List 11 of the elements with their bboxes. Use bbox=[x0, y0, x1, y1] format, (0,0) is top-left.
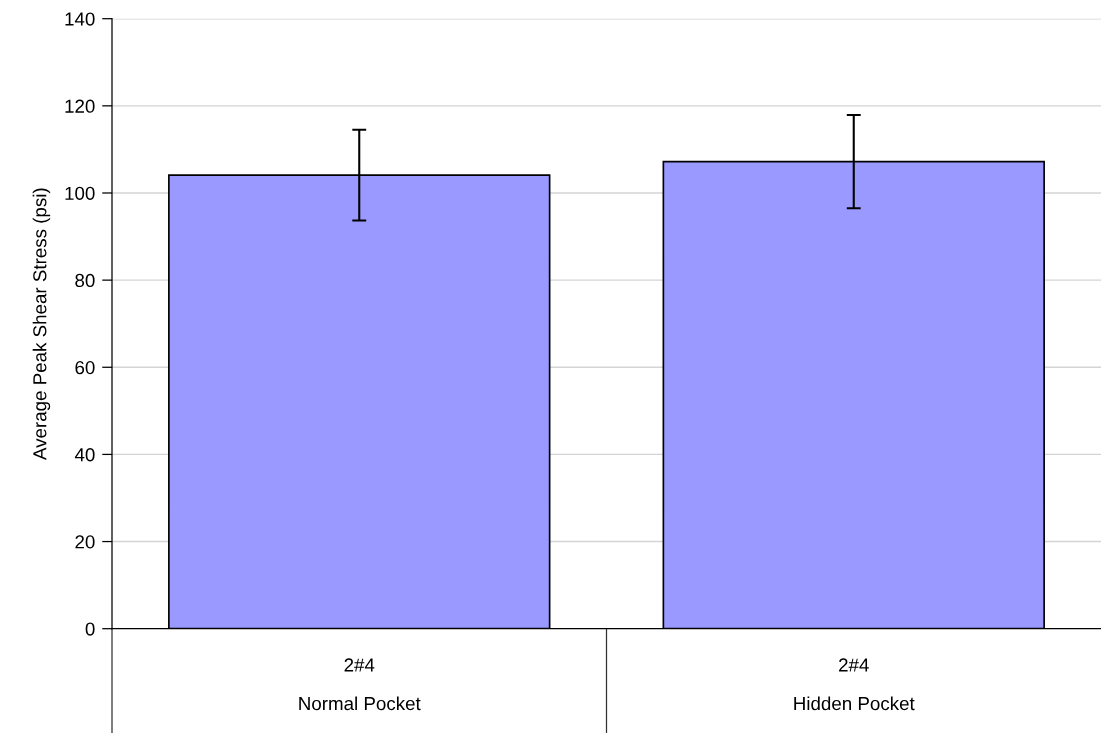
y-tick-label: 20 bbox=[75, 535, 95, 549]
category-label: 2#4 Normal Pocket bbox=[299, 658, 421, 711]
y-tick-label: 60 bbox=[75, 360, 95, 375]
y-tick-label: 0 bbox=[85, 622, 95, 636]
y-axis-title: Average Peak Shear Stress (psi) bbox=[32, 188, 51, 461]
y-tick-label: 100 bbox=[65, 186, 95, 200]
y-tick-label: 140 bbox=[65, 12, 95, 26]
y-tick-label: 80 bbox=[75, 273, 95, 288]
category-label: 2#4 Hidden Pocket bbox=[794, 658, 915, 711]
y-tick-label: 120 bbox=[65, 99, 95, 113]
y-tick-label: 40 bbox=[74, 448, 95, 462]
